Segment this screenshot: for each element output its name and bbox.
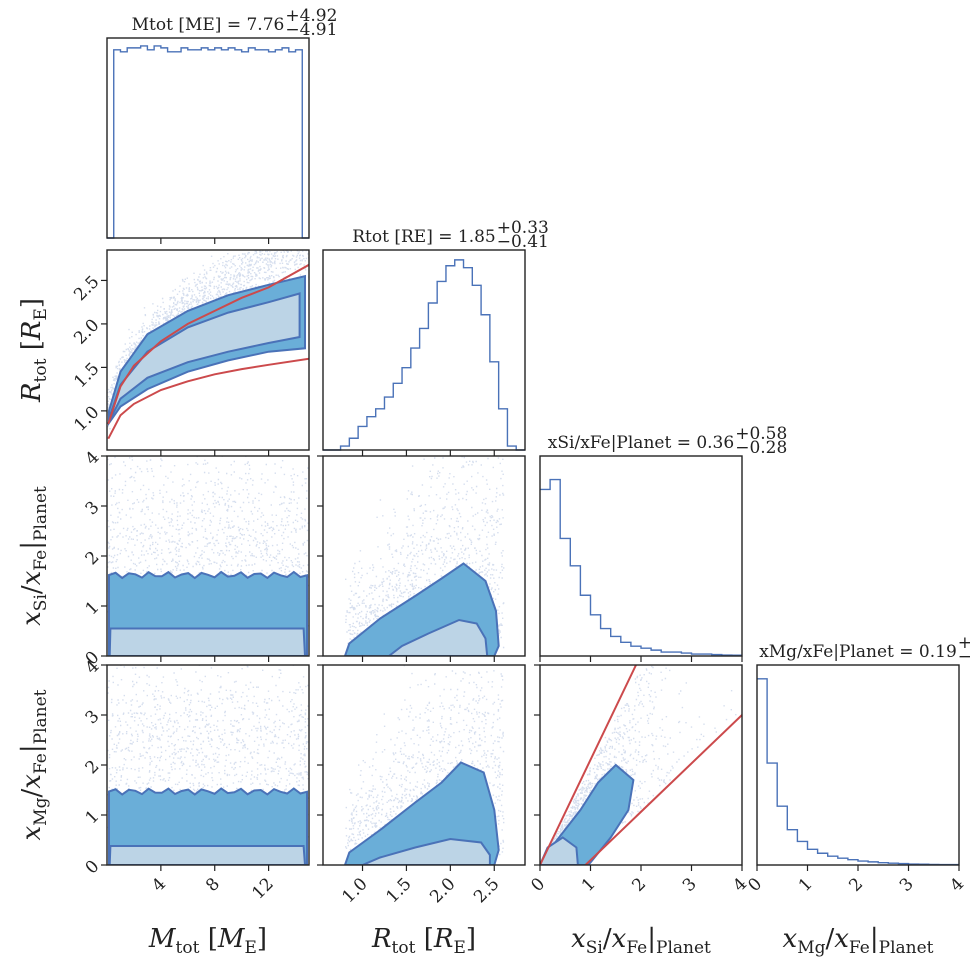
- panel-rtot-vs-xsi: [343, 456, 505, 656]
- x-tick-label: 2.0: [426, 874, 459, 907]
- x-tick-label: 1: [578, 874, 600, 896]
- boundary-curve-lower: [584, 714, 742, 865]
- boundary-curve-upper: [540, 665, 637, 865]
- panel-mtot-vs-rtot: [107, 250, 309, 440]
- y-axis-label-xmg: xMg/xFe|Planet: [17, 689, 51, 840]
- title-plus-mtot: +4.92: [285, 6, 337, 26]
- y-tick-label: 1: [82, 598, 104, 620]
- x-tick-label: 3: [896, 874, 918, 896]
- y-tick-label: 2.5: [70, 272, 103, 305]
- y-tick-label: 3: [82, 707, 104, 729]
- contour-inner: [110, 292, 301, 419]
- x-axis-label-xmg: xMg/xFe|Planet: [783, 924, 934, 958]
- contour-inner: [108, 627, 307, 656]
- title-plus-rtot: +0.33: [497, 218, 549, 238]
- y-tick-label: 3: [82, 498, 104, 520]
- histogram-title-mtot: Mtot [ME] = 7.76: [132, 15, 285, 35]
- x-tick-label: 4: [148, 874, 170, 896]
- x-tick-label: 1.0: [338, 874, 371, 907]
- histogram-title-rtot: Rtot [RE] = 1.85: [352, 227, 495, 247]
- title-plus-xsi: +0.58: [735, 424, 787, 444]
- x-tick-label: 8: [202, 874, 224, 896]
- axes-frame: [756, 664, 960, 866]
- title-plus-xmg: +0.65: [958, 633, 970, 653]
- x-tick-label: 0: [744, 874, 766, 896]
- x-tick-label: 12: [248, 874, 277, 903]
- x-tick-label: 1.5: [382, 874, 415, 907]
- histogram-title-xsi: xSi/xFe|Planet = 0.36: [548, 433, 734, 453]
- histogram-xmg: [757, 678, 959, 866]
- x-tick-label: 3: [679, 874, 701, 896]
- x-tick-label: 1: [795, 874, 817, 896]
- axes-frame: [322, 249, 526, 451]
- axes-frame: [106, 249, 310, 451]
- x-axis-label-xsi: xSi/xFe|Planet: [571, 924, 711, 958]
- y-tick-label: 2.0: [70, 315, 103, 348]
- panel-mtot-vs-xmg: [107, 665, 309, 865]
- histogram-title-xmg: xMg/xFe|Planet = 0.19: [759, 642, 957, 662]
- panel-xsi-vs-xmg: [540, 665, 742, 865]
- histogram-rtot: [323, 259, 525, 451]
- y-axis-label-rtot: Rtot [RE]: [17, 298, 51, 403]
- y-tick-label: 4: [82, 448, 104, 470]
- x-tick-label: 2.5: [470, 874, 503, 907]
- y-axis-label-xsi: xSi/xFe|Planet: [17, 486, 51, 626]
- y-tick-label: 2: [82, 757, 104, 779]
- x-tick-label: 2: [845, 874, 867, 896]
- boundary-curve-upper: [107, 263, 309, 425]
- panel-mtot-vs-xsi: [107, 456, 309, 656]
- x-tick-label: 4: [946, 874, 968, 896]
- histogram-xsi: [540, 478, 742, 656]
- axes-frame: [106, 37, 310, 239]
- contour-inner: [108, 845, 307, 865]
- contour-inner: [387, 618, 489, 656]
- boundary-curve-lower: [107, 357, 309, 440]
- x-axis-label-rtot: Rtot [RE]: [371, 924, 476, 958]
- histogram-mtot: [107, 45, 309, 239]
- title-minus-xsi: −0.28: [735, 438, 787, 458]
- title-minus-rtot: −0.41: [497, 232, 549, 252]
- y-tick-label: 1.5: [70, 359, 103, 392]
- y-tick-label: 1: [82, 807, 104, 829]
- x-axis-label-mtot: Mtot [ME]: [148, 924, 267, 958]
- title-minus-xmg: −0.16: [958, 647, 970, 667]
- x-tick-label: 0: [527, 874, 549, 896]
- y-tick-label: 2: [82, 548, 104, 570]
- y-tick-label: 1.0: [70, 402, 103, 435]
- scatter-points: [540, 665, 742, 865]
- contour-inner: [362, 837, 491, 865]
- panel-rtot-vs-xmg: [343, 665, 505, 865]
- y-tick-label: 0: [82, 857, 104, 879]
- x-tick-label: 2: [628, 874, 650, 896]
- title-minus-mtot: −4.91: [285, 20, 337, 40]
